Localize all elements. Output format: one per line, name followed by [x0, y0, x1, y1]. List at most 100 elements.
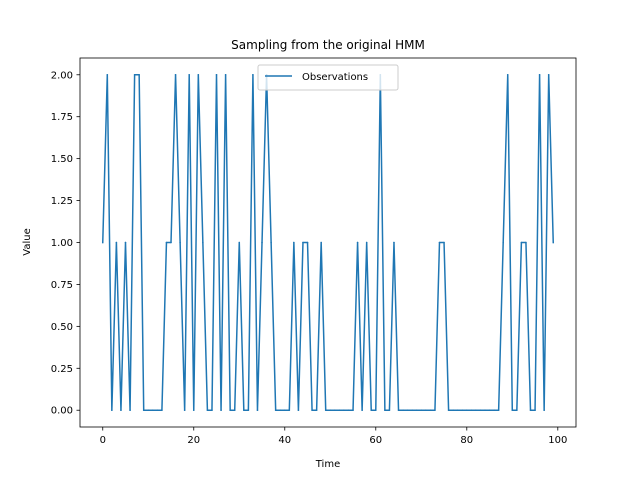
- x-axis-label: Time: [315, 459, 340, 470]
- y-tick-label: 1.00: [51, 238, 73, 249]
- data-point: [420, 409, 423, 412]
- data-point: [534, 409, 536, 412]
- data-point: [352, 409, 354, 412]
- data-point: [142, 409, 145, 412]
- data-point: [124, 241, 127, 244]
- data-point: [502, 241, 504, 244]
- data-point: [324, 409, 327, 412]
- data-point: [279, 409, 282, 412]
- data-point: [297, 409, 300, 412]
- data-point: [206, 409, 209, 412]
- y-tick-label: 1.25: [51, 196, 73, 207]
- data-point: [415, 409, 418, 412]
- data-point: [152, 409, 154, 412]
- data-point: [493, 409, 495, 412]
- data-point: [202, 241, 204, 244]
- data-point: [129, 409, 131, 412]
- data-point: [529, 409, 532, 412]
- data-point: [475, 409, 477, 412]
- y-tick-label: 0.50: [51, 322, 73, 333]
- data-point: [315, 409, 318, 412]
- data-point: [429, 409, 432, 412]
- data-point: [147, 409, 150, 412]
- data-point: [252, 73, 254, 76]
- data-point: [525, 241, 527, 244]
- y-tick-label: 0.75: [51, 280, 73, 291]
- chart-title: Sampling from the original HMM: [231, 38, 425, 52]
- data-point: [370, 409, 373, 412]
- x-tick-label: 40: [278, 435, 291, 446]
- data-point: [552, 241, 555, 244]
- data-point: [256, 409, 259, 412]
- data-point: [479, 409, 482, 412]
- data-point: [165, 241, 168, 244]
- data-point: [238, 241, 241, 244]
- data-point: [261, 241, 263, 244]
- x-tick-label: 80: [460, 435, 473, 446]
- data-point: [365, 241, 368, 244]
- data-point: [511, 409, 514, 412]
- data-point: [393, 241, 395, 244]
- data-point: [543, 409, 545, 412]
- data-point: [506, 73, 509, 76]
- data-point: [197, 73, 200, 76]
- data-point: [243, 409, 245, 412]
- data-point: [192, 409, 195, 412]
- data-point: [288, 409, 291, 412]
- data-point: [470, 409, 473, 412]
- data-point: [156, 409, 159, 412]
- y-tick-label: 1.50: [51, 154, 73, 165]
- data-point: [106, 73, 109, 76]
- data-point: [101, 241, 104, 244]
- data-point: [384, 409, 386, 412]
- data-point: [306, 241, 309, 244]
- data-point: [452, 409, 454, 412]
- y-tick-label: 1.75: [51, 112, 73, 123]
- data-point: [397, 409, 400, 412]
- data-point: [211, 409, 213, 412]
- x-tick-label: 100: [548, 435, 567, 446]
- data-point: [293, 241, 295, 244]
- data-point: [179, 241, 181, 244]
- data-point: [374, 409, 377, 412]
- data-point: [388, 409, 391, 412]
- data-point: [538, 73, 541, 76]
- data-point: [183, 409, 186, 412]
- data-point: [484, 409, 486, 412]
- data-point: [161, 409, 163, 412]
- series-line-observations: [101, 74, 555, 411]
- data-point: [274, 409, 277, 412]
- legend-box: [257, 64, 399, 91]
- data-point: [411, 409, 413, 412]
- data-point: [133, 73, 136, 76]
- data-point: [311, 409, 313, 412]
- data-point: [547, 73, 550, 76]
- data-point: [111, 409, 113, 412]
- data-point: [434, 409, 436, 412]
- data-point: [174, 73, 177, 76]
- data-point: [138, 73, 140, 76]
- y-tick-label: 0.00: [51, 406, 73, 417]
- data-point: [461, 409, 464, 412]
- data-point: [497, 409, 500, 412]
- data-point: [215, 73, 218, 76]
- data-point: [347, 409, 350, 412]
- data-point: [188, 73, 191, 76]
- data-point: [356, 241, 359, 244]
- data-point: [456, 409, 459, 412]
- data-point: [402, 409, 404, 412]
- y-tick-label: 2.00: [51, 70, 73, 81]
- data-point: [406, 409, 409, 412]
- data-point: [220, 409, 222, 412]
- data-point: [465, 409, 468, 412]
- axis-ticks: 0 20 40 60 80 100 0.00 0.25 0.50 0.75 1.00 1.25 1.50…: [51, 70, 568, 446]
- data-point: [229, 409, 231, 412]
- x-tick-label: 0: [100, 435, 106, 446]
- data-point: [520, 241, 523, 244]
- data-point: [516, 409, 518, 412]
- y-tick-label: 0.25: [51, 364, 73, 375]
- data-point: [443, 241, 445, 244]
- data-point: [425, 409, 427, 412]
- data-point: [224, 73, 227, 76]
